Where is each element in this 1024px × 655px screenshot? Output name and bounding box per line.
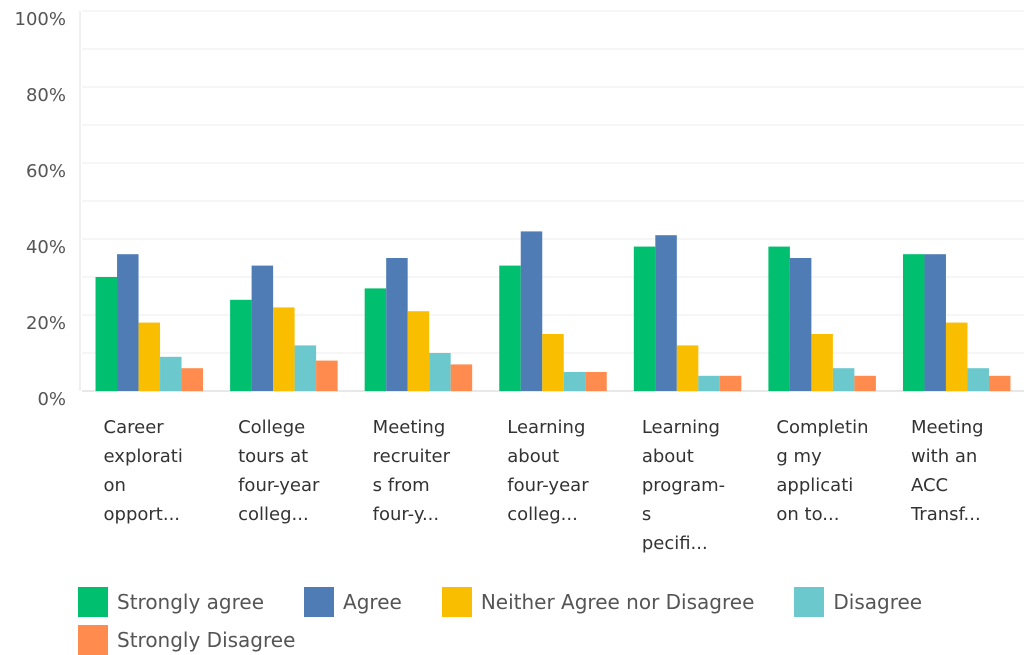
- x-tick-label: College tours at four-year colleg...: [238, 417, 320, 525]
- legend-item: Strongly Disagree: [78, 624, 295, 655]
- bar: [789, 258, 812, 391]
- legend-label: Disagree: [833, 589, 923, 614]
- y-tick-label: 60%: [26, 161, 66, 182]
- bar: [655, 235, 677, 391]
- bar: [563, 372, 586, 391]
- legend-label: Strongly agree: [117, 589, 265, 614]
- bar: [698, 375, 720, 391]
- legend-swatch: [78, 586, 108, 617]
- bar: [585, 372, 607, 391]
- bar: [988, 375, 1011, 391]
- bar: [520, 231, 543, 391]
- x-tick-label: Career explorati on opport...: [103, 417, 183, 525]
- y-tick-label: 20%: [26, 313, 66, 334]
- bar: [633, 246, 656, 391]
- legend-label: Agree: [343, 589, 402, 614]
- bar: [719, 375, 742, 391]
- bar: [316, 360, 338, 391]
- bar: [117, 254, 139, 391]
- bar: [967, 368, 989, 391]
- y-tick-label: 80%: [26, 85, 66, 106]
- legend-swatch: [78, 624, 108, 655]
- bar: [768, 246, 790, 391]
- bar: [924, 254, 946, 391]
- bar: [832, 368, 855, 391]
- y-tick-label: 0%: [37, 389, 66, 410]
- bar: [160, 356, 182, 391]
- chart: 0% 20% 40% 60% 80% 100%: [15, 9, 1024, 410]
- y-tick-label: 100%: [15, 9, 66, 30]
- bar: [407, 311, 430, 391]
- legend-label: Strongly Disagree: [117, 627, 296, 652]
- legend-item: Strongly agree: [78, 586, 264, 617]
- bar: [138, 322, 161, 391]
- x-tick-label: Learning about four-year colleg...: [507, 417, 589, 525]
- x-tick-label: Meeting with an ACC Transf...: [910, 417, 984, 525]
- bar: [854, 375, 876, 391]
- bar: [811, 334, 833, 391]
- legend: Strongly agree Agree Neither Agree nor Dis…: [78, 586, 1018, 655]
- legend-item: Disagree: [794, 586, 922, 617]
- legend-swatch: [304, 586, 335, 617]
- legend-swatch: [441, 586, 472, 617]
- bar: [273, 307, 295, 391]
- bar: [294, 345, 317, 391]
- bar: [429, 353, 451, 391]
- bar: [95, 277, 118, 391]
- bar: [251, 265, 274, 391]
- legend-swatch: [794, 586, 825, 617]
- legend-item: Agree: [304, 586, 402, 617]
- bar: [676, 345, 699, 391]
- legend-label: Neither Agree nor Disagree: [480, 589, 755, 614]
- legend-item: Neither Agree nor Disagree: [441, 586, 755, 617]
- bar: [181, 368, 204, 391]
- bar: [945, 322, 968, 391]
- x-tick-label: Learning about program- s pecifi...: [641, 417, 726, 554]
- bar: [450, 364, 473, 391]
- bar: [364, 288, 387, 391]
- x-tick-label: Meeting recruiter s from four-y...: [372, 417, 450, 525]
- bar: [499, 265, 521, 391]
- y-tick-label: 40%: [26, 237, 66, 258]
- bar: [902, 254, 925, 391]
- bar: [230, 299, 252, 391]
- bar: [386, 258, 408, 391]
- bar: [542, 334, 564, 391]
- x-tick-label: Completin g my applicati on to...: [776, 417, 869, 525]
